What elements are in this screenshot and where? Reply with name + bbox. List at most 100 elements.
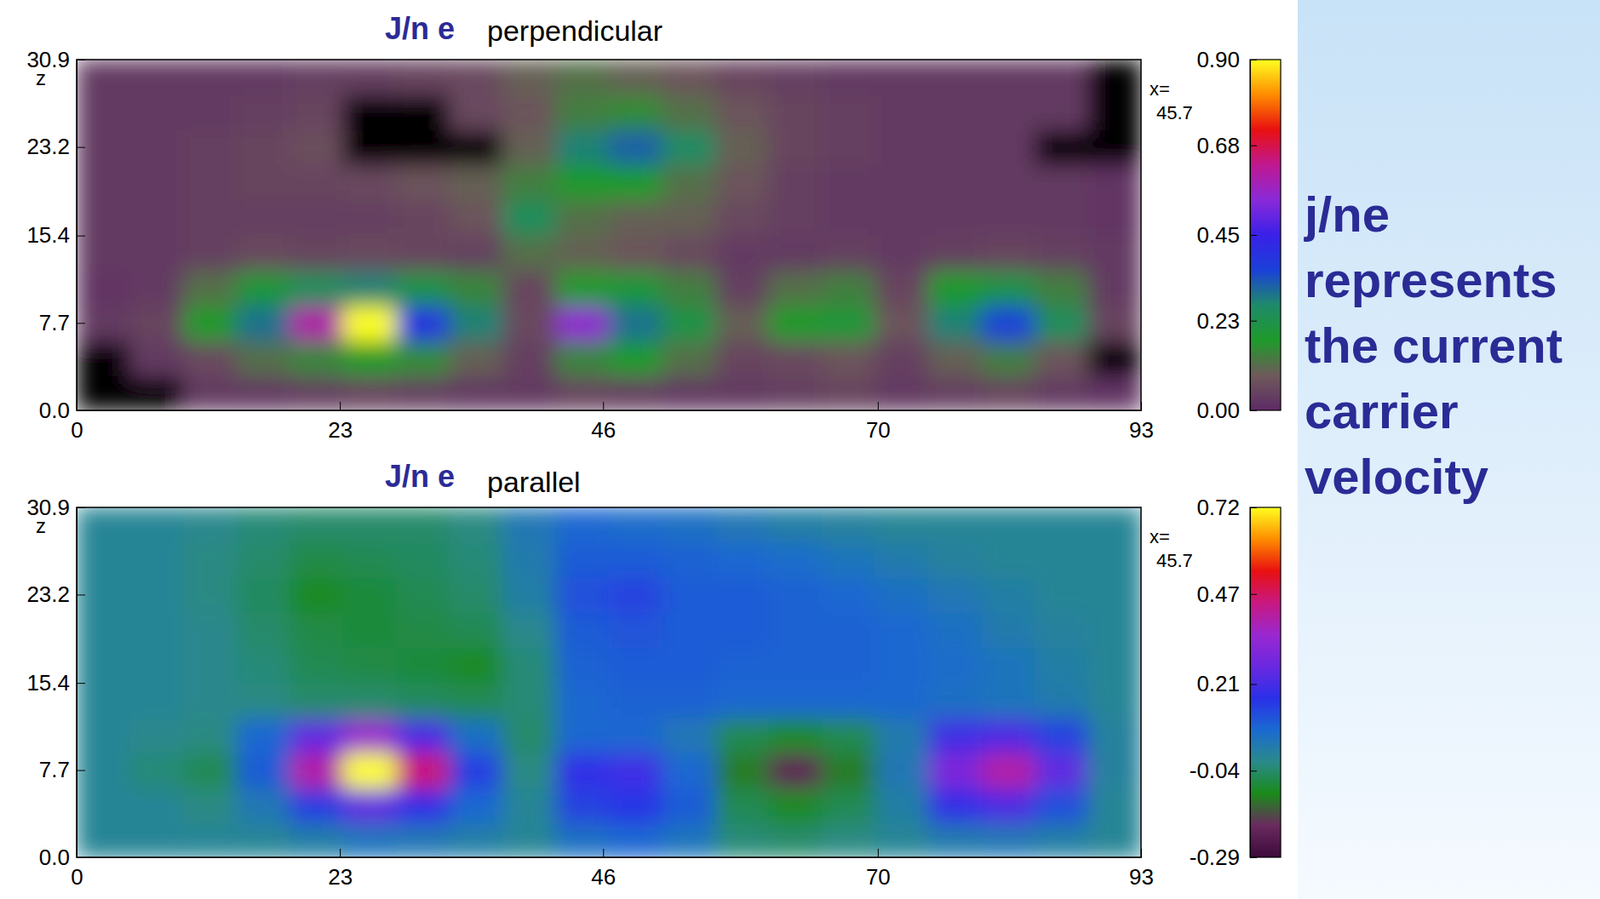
heatmap-cell <box>556 305 611 342</box>
heatmap-cell <box>556 682 611 719</box>
tick: 0.23 <box>1196 308 1257 334</box>
heatmap-cell <box>1034 269 1090 306</box>
tick-label: 0.47 <box>1196 581 1240 608</box>
heatmap-cell <box>236 577 292 614</box>
heatmap-cell <box>821 94 877 131</box>
heatmap-cell <box>556 269 611 306</box>
title: J/n e <box>384 11 455 46</box>
heatmap-cell <box>289 305 345 342</box>
heatmap-cell <box>768 59 824 96</box>
heatmap-cell <box>608 717 664 754</box>
heatmap-cell <box>183 682 238 719</box>
heatmap-cell <box>768 682 824 719</box>
heatmap-cell <box>875 269 930 306</box>
heatmap-cell <box>183 164 238 201</box>
heatmap-cell <box>343 59 398 96</box>
heatmap-cell <box>130 200 185 236</box>
heatmap-cell <box>1088 129 1142 166</box>
tick-label: -0.29 <box>1189 844 1240 871</box>
heatmap-cell <box>395 269 451 306</box>
heatmap-cell <box>130 129 185 166</box>
heatmap-cell <box>1034 682 1090 719</box>
heatmap-cell <box>768 94 824 131</box>
heatmap <box>76 507 1142 858</box>
tick-mark <box>76 594 86 596</box>
heatmap-cell <box>395 164 451 201</box>
tick-label: 0.68 <box>1196 132 1240 159</box>
heatmap-cell <box>608 305 664 342</box>
heatmap-cell <box>502 752 557 789</box>
heatmap-cell <box>449 200 505 236</box>
heatmap-cell <box>768 375 824 411</box>
heatmap-cell <box>449 752 505 789</box>
heatmap-cell <box>449 375 505 411</box>
tick-label: 15.4 <box>26 670 70 696</box>
heatmap-cell <box>875 787 930 824</box>
heatmap-cell <box>236 200 292 236</box>
tick-label: 30.9 <box>26 494 70 521</box>
heatmap-cell <box>236 822 292 858</box>
tick-label: 23.2 <box>26 581 70 608</box>
heatmap-cell <box>928 752 983 789</box>
tick-mark <box>1141 401 1142 411</box>
heatmap-cell <box>395 542 451 579</box>
heatmap-cell <box>502 305 557 342</box>
heatmap-cell <box>608 340 664 377</box>
heatmap-cell <box>130 94 185 131</box>
heatmap-cell <box>449 542 505 579</box>
heatmap-cell <box>875 129 930 166</box>
heatmap-cell <box>183 59 238 96</box>
heatmap-cell <box>875 717 930 754</box>
heatmap-cell <box>768 235 824 271</box>
heatmap-cell <box>289 542 345 579</box>
tick-label: 93 <box>1129 864 1154 890</box>
plot-frame <box>76 507 1142 858</box>
heatmap-cell <box>449 94 505 131</box>
heatmap-cell <box>556 94 611 131</box>
heatmap-cell <box>502 542 557 579</box>
tick-mark <box>1250 321 1257 322</box>
heatmap-cell <box>76 507 132 544</box>
heatmap-cell <box>608 269 664 306</box>
heatmap-cell <box>236 59 292 96</box>
heatmap-cell <box>130 822 185 858</box>
heatmap-cell <box>981 612 1037 649</box>
heatmap-cell <box>1034 612 1090 649</box>
heatmap-cell <box>183 340 238 377</box>
heatmap-cell <box>1034 717 1090 754</box>
tick-label: 15.4 <box>26 222 70 248</box>
heatmap-cell <box>76 340 132 377</box>
heatmap-cell <box>875 164 930 201</box>
heatmap-cell <box>395 200 451 236</box>
heatmap-cell <box>981 59 1037 96</box>
heatmap-cell <box>928 717 983 754</box>
heatmap-cell <box>662 717 717 754</box>
tick: 15.4 <box>26 670 86 696</box>
heatmap-cell <box>236 94 292 131</box>
heatmap-cell <box>1088 59 1142 96</box>
tick-mark <box>1250 507 1257 509</box>
heatmap-cell <box>981 94 1037 131</box>
heatmap-cell <box>981 752 1037 789</box>
heatmap-cell <box>502 129 557 166</box>
heatmap-cell <box>715 129 770 166</box>
heatmap-cell <box>502 269 557 306</box>
heatmap-cell <box>556 59 611 96</box>
heatmap-cell <box>76 682 132 719</box>
tick-mark <box>1250 857 1257 859</box>
heatmap-cell <box>662 787 717 824</box>
tick-mark <box>1141 848 1142 858</box>
heatmap-cell <box>76 542 132 579</box>
heatmap-cell <box>768 822 824 858</box>
heatmap-cell <box>768 612 824 649</box>
heatmap-cell <box>821 200 877 236</box>
heatmap-cell <box>608 612 664 649</box>
heatmap-cell <box>289 269 345 306</box>
heatmap-cell <box>236 340 292 377</box>
heatmap-cell <box>395 59 451 96</box>
tick: 46 <box>590 401 616 443</box>
heatmap-cell <box>662 200 717 236</box>
heatmap-cell <box>236 717 292 754</box>
heatmap-cell <box>608 129 664 166</box>
heatmap-cell <box>343 577 398 614</box>
